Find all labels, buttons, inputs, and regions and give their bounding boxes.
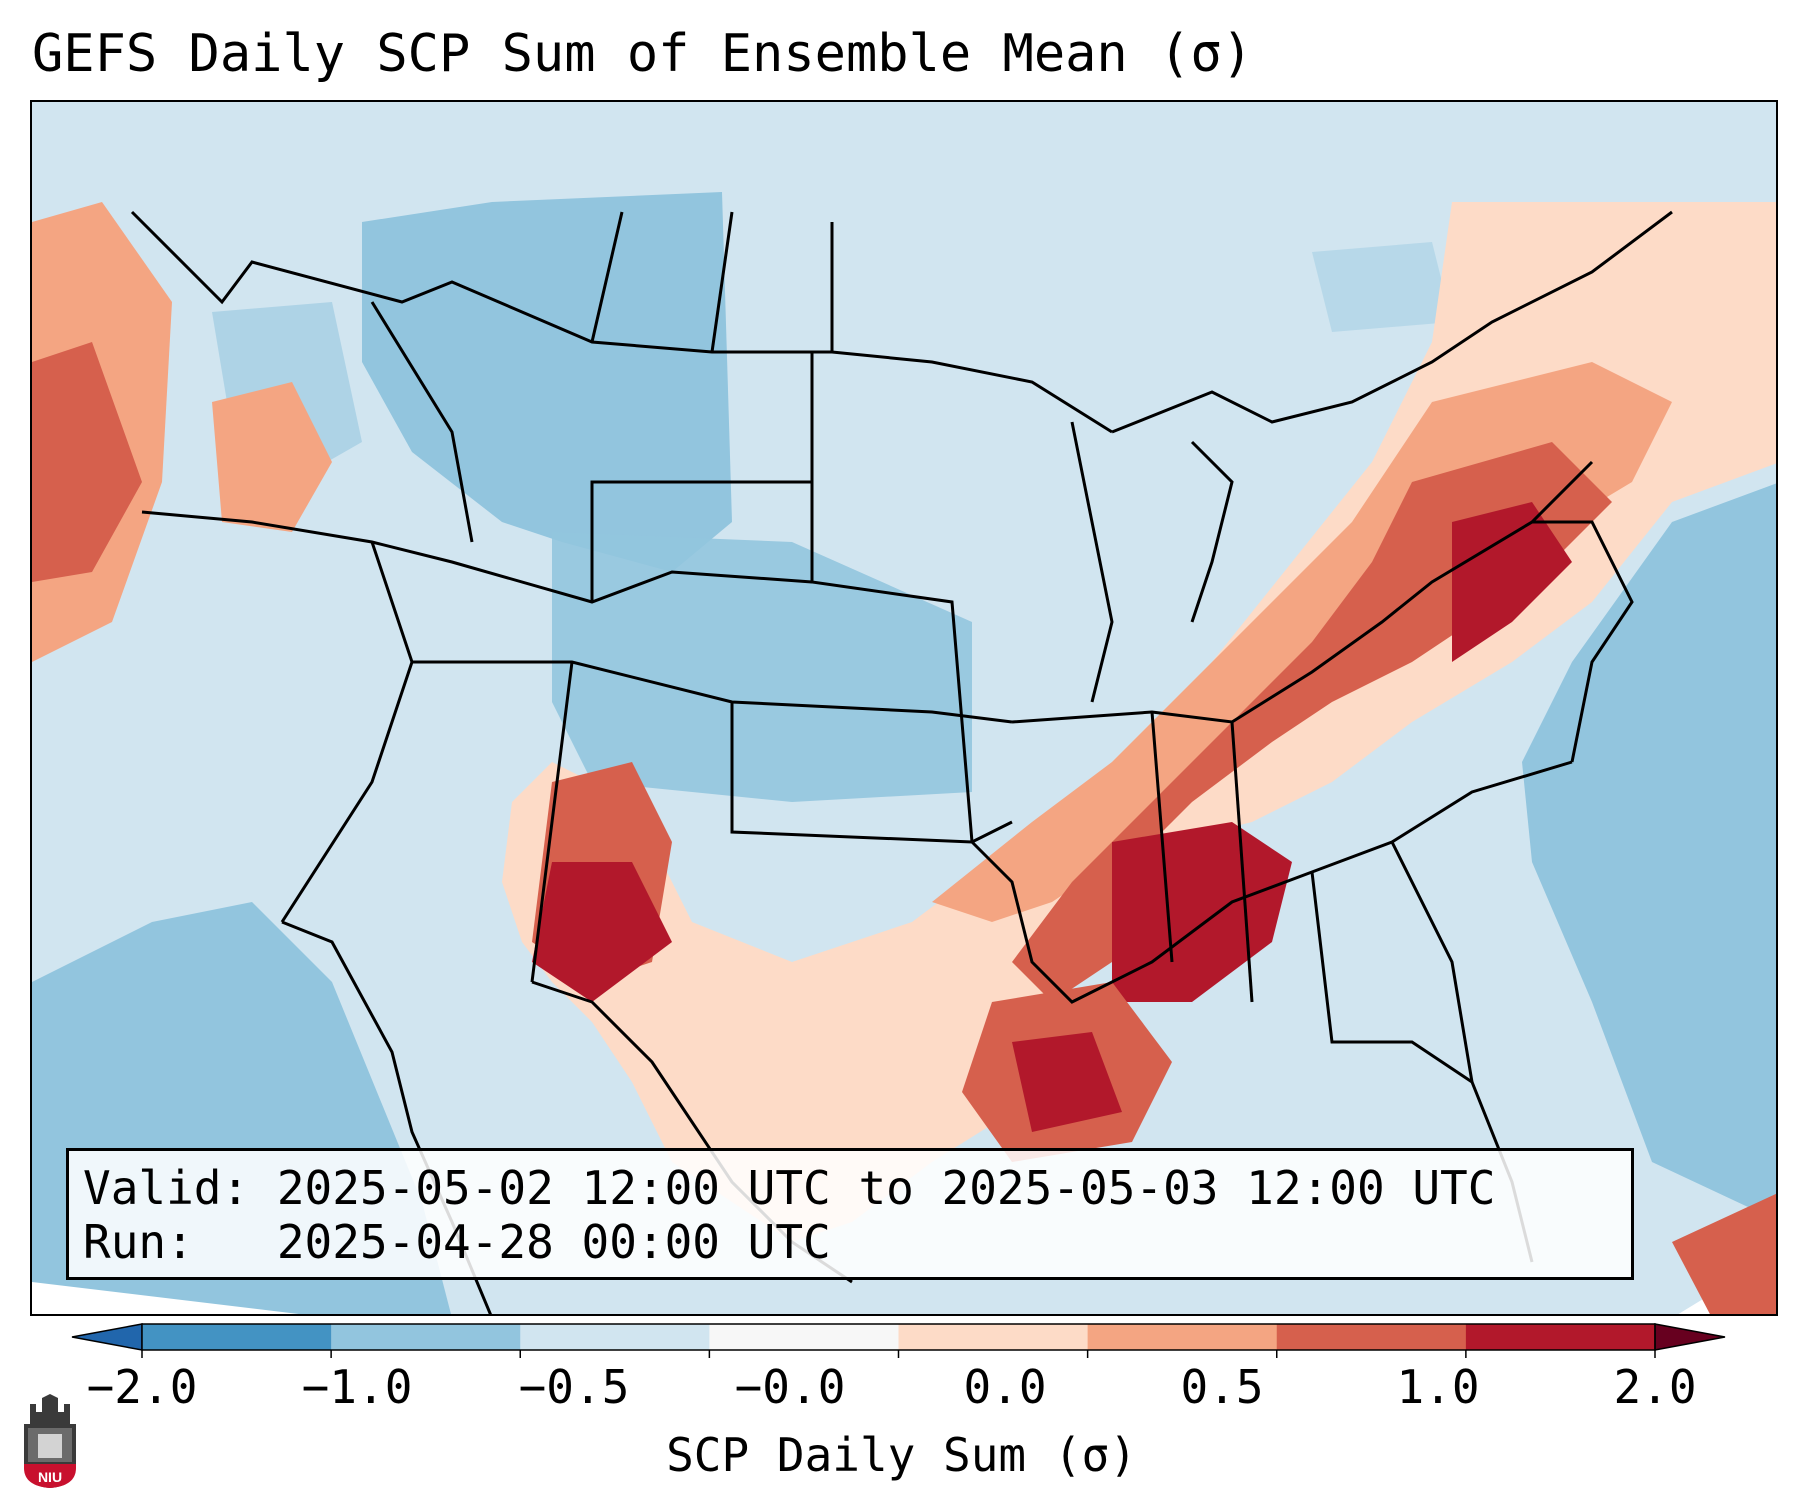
valid-run-info-box: Valid: 2025-05-02 12:00 UTC to 2025-05-0…	[66, 1148, 1634, 1280]
niu-logo-text: NIU	[38, 1469, 62, 1485]
colorbar-tick-label: 1.0	[1396, 1360, 1480, 1414]
map-panel	[30, 100, 1778, 1316]
colorbar-segment	[898, 1324, 1089, 1350]
colorbar-tick-label: −0.5	[518, 1360, 630, 1414]
niu-logo: NIU	[24, 1394, 76, 1488]
colorbar-tick-label: 2.0	[1613, 1360, 1697, 1414]
colorbar	[71, 1323, 1726, 1358]
colorbar-segment	[520, 1324, 710, 1350]
colorbar-label: SCP Daily Sum (σ)	[666, 1428, 1137, 1482]
run-time-line: Run: 2025-04-28 00:00 UTC	[83, 1215, 831, 1269]
colorbar-segment	[709, 1324, 899, 1350]
colorbar-tick-label: −1.0	[301, 1360, 413, 1414]
colorbar-extend-high	[1654, 1323, 1726, 1351]
colorbar-tick-label: −2.0	[86, 1360, 198, 1414]
map-canvas	[32, 192, 1776, 1314]
colorbar-segment	[331, 1324, 521, 1350]
colorbar-segment	[142, 1324, 332, 1350]
colorbar-segment	[1276, 1324, 1467, 1350]
colorbar-segment	[1465, 1324, 1656, 1350]
colorbar-tick-label: −0.0	[734, 1360, 846, 1414]
colorbar-segment	[1087, 1324, 1278, 1350]
positive-anomaly-shading	[32, 202, 1776, 1314]
colorbar-tick-label: 0.5	[1180, 1360, 1264, 1414]
colorbar-extend-low	[71, 1323, 143, 1351]
colorbar-tick-label: 0.0	[963, 1360, 1047, 1414]
valid-time-line: Valid: 2025-05-02 12:00 UTC to 2025-05-0…	[83, 1161, 1496, 1215]
negative-anomaly-shading	[212, 192, 1452, 802]
page-title: GEFS Daily SCP Sum of Ensemble Mean (σ)	[32, 24, 1253, 84]
